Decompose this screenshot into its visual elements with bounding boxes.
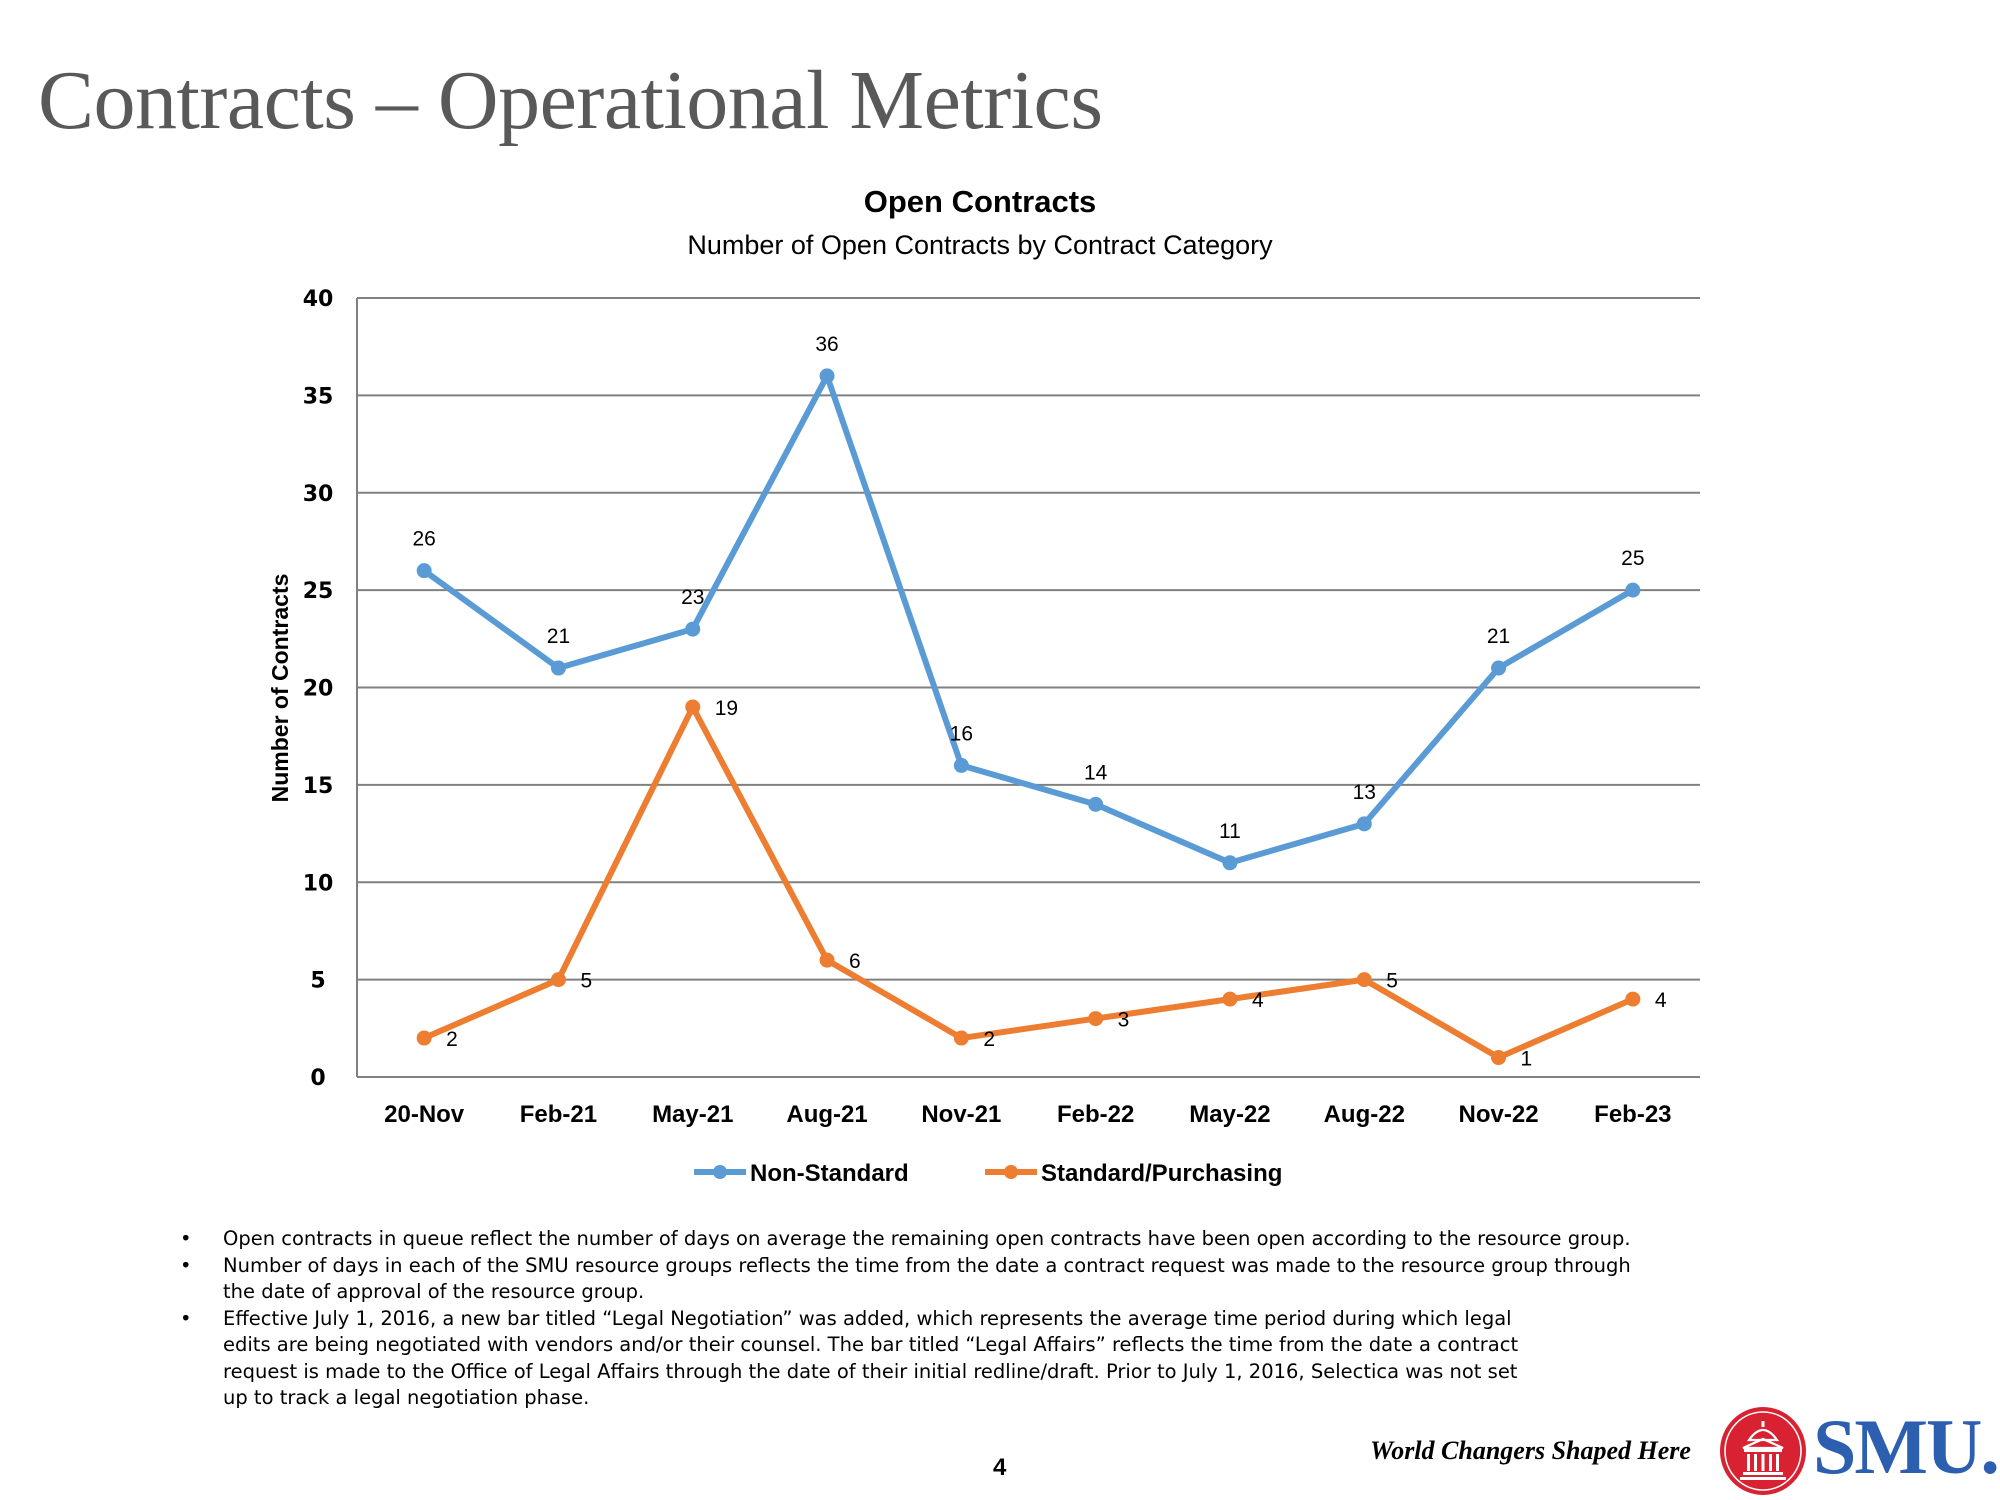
data-point bbox=[1625, 582, 1641, 598]
data-label: 4 bbox=[1655, 989, 1667, 1012]
data-label: 1 bbox=[1521, 1048, 1533, 1071]
note-line: request is made to the Office of Legal A… bbox=[223, 1359, 1518, 1383]
y-tick-label: 5 bbox=[310, 969, 325, 994]
data-point bbox=[1088, 1011, 1104, 1027]
x-tick-label: Nov-21 bbox=[921, 1101, 1001, 1128]
data-point bbox=[1222, 991, 1238, 1007]
data-label: 5 bbox=[580, 970, 592, 993]
tagline: World Changers Shaped Here bbox=[1370, 1436, 1691, 1465]
data-point bbox=[550, 972, 566, 988]
note-item: • Number of days in each of the SMU resou… bbox=[178, 1253, 1878, 1306]
y-tick-label: 40 bbox=[303, 287, 334, 312]
bullet-icon: • bbox=[180, 1227, 192, 1250]
data-point bbox=[685, 699, 701, 715]
y-tick-label: 15 bbox=[303, 774, 334, 799]
slide-title: Contracts – Operational Metrics bbox=[38, 54, 1103, 147]
data-point bbox=[953, 757, 969, 773]
x-tick-label: 20-Nov bbox=[384, 1101, 465, 1128]
data-point bbox=[685, 621, 701, 637]
smu-logo-text: SMU. bbox=[1813, 1403, 2000, 1490]
note-line: edits are being negotiated with vendors … bbox=[223, 1333, 1519, 1356]
note-line: up to track a legal negotiation phase. bbox=[223, 1386, 590, 1409]
x-tick-label: Feb-23 bbox=[1594, 1101, 1671, 1128]
data-label: 11 bbox=[1219, 820, 1241, 843]
data-point bbox=[1356, 972, 1372, 988]
bullet-icon: • bbox=[180, 1306, 192, 1330]
y-tick-label: 35 bbox=[303, 384, 334, 409]
data-point bbox=[1088, 796, 1104, 812]
data-point bbox=[1491, 1050, 1507, 1066]
data-point bbox=[1625, 991, 1641, 1007]
data-label: 2 bbox=[983, 1028, 995, 1051]
x-tick-label: May-21 bbox=[652, 1101, 733, 1128]
y-tick-label: 10 bbox=[303, 871, 334, 896]
note-item: • Effective July 1, 2016, a new bar title… bbox=[178, 1306, 1878, 1412]
chart-title: Open Contracts bbox=[864, 184, 1097, 219]
data-label: 5 bbox=[1386, 970, 1398, 993]
series bbox=[416, 368, 1641, 1066]
x-tick-label: Aug-22 bbox=[1324, 1101, 1405, 1128]
data-label: 19 bbox=[715, 697, 738, 720]
data-point bbox=[1356, 816, 1372, 832]
data-label: 2 bbox=[446, 1028, 458, 1051]
data-label: 16 bbox=[950, 722, 973, 745]
note-line: Number of days in each of the SMU resour… bbox=[223, 1253, 1631, 1277]
legend-marker-icon bbox=[1004, 1165, 1018, 1179]
data-point bbox=[550, 660, 566, 676]
data-point bbox=[416, 1030, 432, 1046]
x-tick-label: Feb-21 bbox=[520, 1101, 597, 1128]
legend: Non-Standard Standard/Purchasing bbox=[694, 1160, 1282, 1187]
series-line-standard-purchasing bbox=[421, 703, 1636, 1061]
legend-label: Standard/Purchasing bbox=[1041, 1160, 1282, 1187]
line-chart: Open Contracts Number of Open Contracts … bbox=[267, 184, 1700, 1187]
x-tick-label: Feb-22 bbox=[1057, 1101, 1134, 1128]
data-label: 26 bbox=[412, 528, 435, 551]
data-point bbox=[1222, 855, 1238, 871]
legend-label: Non-Standard bbox=[750, 1160, 909, 1187]
x-tick-label: Aug-21 bbox=[786, 1101, 867, 1128]
data-point bbox=[1491, 660, 1507, 676]
data-label: 36 bbox=[815, 333, 838, 356]
y-tick-label: 0 bbox=[310, 1066, 325, 1091]
data-label: 13 bbox=[1353, 781, 1376, 804]
data-point bbox=[819, 952, 835, 968]
note-line: Open contracts in queue reflect the numb… bbox=[223, 1227, 1631, 1250]
chart-subtitle: Number of Open Contracts by Contract Cat… bbox=[687, 230, 1273, 260]
gridlines bbox=[357, 297, 1700, 1078]
notes-list: • Open contracts in queue reflect the num… bbox=[178, 1226, 1878, 1412]
data-label: 6 bbox=[849, 950, 861, 973]
data-label: 21 bbox=[1487, 625, 1510, 648]
note-line: Effective July 1, 2016, a new bar titled… bbox=[223, 1306, 1512, 1330]
data-label: 14 bbox=[1084, 761, 1108, 784]
note-line: the date of approval of the resource gro… bbox=[223, 1280, 645, 1303]
data-label: 23 bbox=[681, 586, 704, 609]
data-point bbox=[416, 563, 432, 579]
data-label: 4 bbox=[1252, 989, 1264, 1012]
x-tick-label: Nov-22 bbox=[1459, 1101, 1539, 1128]
data-point bbox=[819, 368, 835, 384]
series-line-non-standard bbox=[421, 372, 1636, 866]
y-tick-label: 25 bbox=[303, 579, 334, 604]
data-point bbox=[953, 1030, 969, 1046]
data-label: 3 bbox=[1118, 1009, 1130, 1032]
y-tick-label: 30 bbox=[303, 482, 334, 507]
data-label: 21 bbox=[547, 625, 570, 648]
note-item: • Open contracts in queue reflect the num… bbox=[178, 1226, 1878, 1253]
bullet-icon: • bbox=[180, 1253, 192, 1277]
legend-item: Non-Standard bbox=[694, 1160, 909, 1187]
x-tick-label: May-22 bbox=[1189, 1101, 1270, 1128]
university-seal-icon bbox=[1720, 1407, 1806, 1495]
legend-marker-icon bbox=[713, 1165, 727, 1179]
data-label: 25 bbox=[1621, 547, 1644, 570]
y-tick-label: 20 bbox=[303, 677, 334, 702]
legend-item: Standard/Purchasing bbox=[985, 1160, 1282, 1187]
page-number: 4 bbox=[993, 1454, 1007, 1481]
y-axis-label: Number of Contracts bbox=[267, 574, 293, 803]
